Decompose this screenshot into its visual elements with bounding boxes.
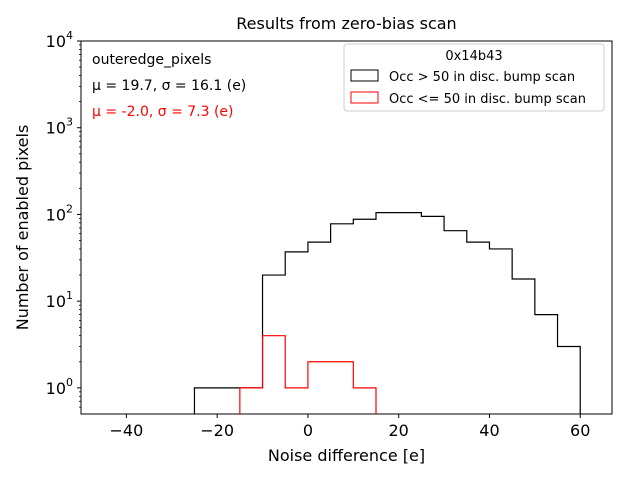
histogram-series [193, 212, 581, 414]
legend-label-black: Occ > 50 in disc. bump scan [389, 70, 575, 85]
x-tick-label: −20 [200, 421, 234, 440]
y-tick-label: 100 [46, 376, 73, 398]
red-series-stats: μ = -2.0, σ = 7.3 (e) [92, 104, 234, 120]
histogram-bin [512, 279, 535, 414]
y-tick-label: 104 [46, 29, 73, 51]
histogram-bin [558, 347, 581, 414]
pixel-group-label: outeredge_pixels [92, 52, 211, 68]
legend-swatch-red [350, 91, 379, 104]
legend: 0x14b43 Occ > 50 in disc. bump scan Occ … [343, 43, 605, 112]
x-tick-label: 0 [303, 421, 313, 440]
legend-swatch-black [350, 69, 379, 82]
histogram-bin [217, 388, 240, 414]
histogram-bin [489, 249, 512, 414]
histogram-bin [444, 231, 467, 414]
histogram-bin [308, 362, 331, 414]
x-tick-label: 40 [479, 421, 499, 440]
histogram-bin [353, 219, 376, 414]
legend-title: 0x14b43 [445, 49, 502, 64]
histogram-bin [240, 388, 263, 414]
histogram-bin [285, 388, 308, 414]
legend-box [343, 43, 605, 112]
histogram-bin [194, 388, 217, 414]
y-tick-label: 102 [46, 202, 73, 224]
histogram-series-1 [239, 335, 377, 414]
histogram-series-0 [193, 212, 581, 414]
y-axis-ticks: 100 101 102 103 104 [46, 29, 81, 408]
histogram-bin [353, 388, 376, 414]
y-axis-label: Number of enabled pixels [13, 125, 32, 331]
x-axis-label: Noise difference [e] [268, 446, 425, 465]
y-tick-label: 101 [46, 289, 73, 311]
histogram-bin [399, 213, 422, 414]
x-tick-label: −40 [110, 421, 144, 440]
histogram-bin [331, 362, 354, 414]
black-series-stats: μ = 19.7, σ = 16.1 (e) [92, 78, 246, 94]
chart-title: Results from zero-bias scan [236, 14, 456, 33]
legend-label-red: Occ <= 50 in disc. bump scan [389, 92, 586, 107]
y-tick-label: 103 [46, 116, 73, 138]
x-axis-ticks: −40 −20 0 20 40 60 [110, 414, 590, 440]
histogram-bin [467, 242, 490, 414]
histogram-bin [535, 315, 558, 414]
histogram-bin [263, 336, 286, 414]
x-tick-label: 60 [570, 421, 590, 440]
x-tick-label: 20 [389, 421, 409, 440]
histogram-bin [421, 216, 444, 414]
histogram-bin [376, 213, 399, 414]
